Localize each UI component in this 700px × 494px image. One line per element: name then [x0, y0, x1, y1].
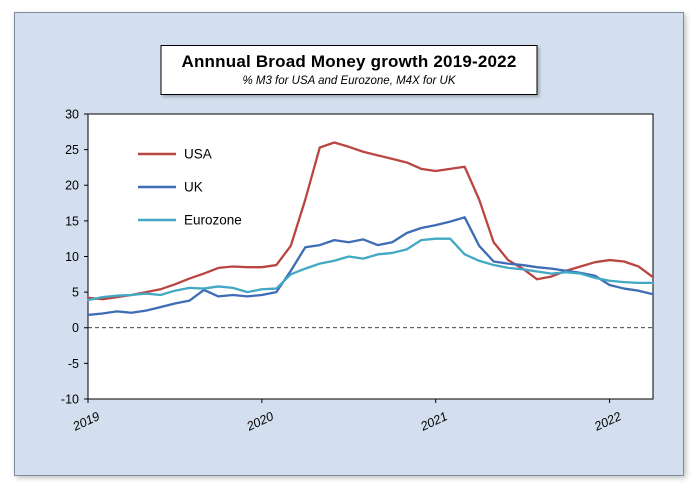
chart-title: Annnual Broad Money growth 2019-2022 [181, 52, 517, 71]
x-axis-label: 2020 [244, 409, 276, 434]
series-line-eurozone [86, 237, 655, 302]
chart-panel: Annnual Broad Money growth 2019-2022 % M… [14, 12, 684, 476]
y-axis-label: 15 [65, 214, 79, 228]
series-line-uk [86, 216, 655, 317]
y-axis-label: 0 [72, 321, 79, 335]
y-axis-label: -10 [61, 392, 79, 406]
y-axis-label: 5 [72, 286, 79, 300]
legend-label-usa: USA [184, 147, 212, 162]
y-axis-label: 10 [65, 250, 79, 264]
chart-title-box: Annnual Broad Money growth 2019-2022 % M… [160, 45, 538, 95]
line-chart: 30 25 20 15 10 5 0 -5 -10 2019 2020 2021 2022 USA UK Eu… [61, 107, 655, 434]
x-axis-label: 2021 [418, 409, 450, 434]
x-axis-label: 2022 [591, 409, 623, 434]
x-axis-label: 2019 [70, 409, 102, 434]
y-axis-label: 25 [65, 143, 79, 157]
legend-label-uk: UK [184, 180, 203, 195]
y-axis-label: -5 [68, 357, 79, 371]
y-axis-label: 20 [65, 179, 79, 193]
chart-subtitle: % M3 for USA and Eurozone, M4X for UK [242, 75, 456, 87]
y-axis-label: 30 [65, 107, 79, 121]
legend-label-eurozone: Eurozone [184, 213, 242, 228]
